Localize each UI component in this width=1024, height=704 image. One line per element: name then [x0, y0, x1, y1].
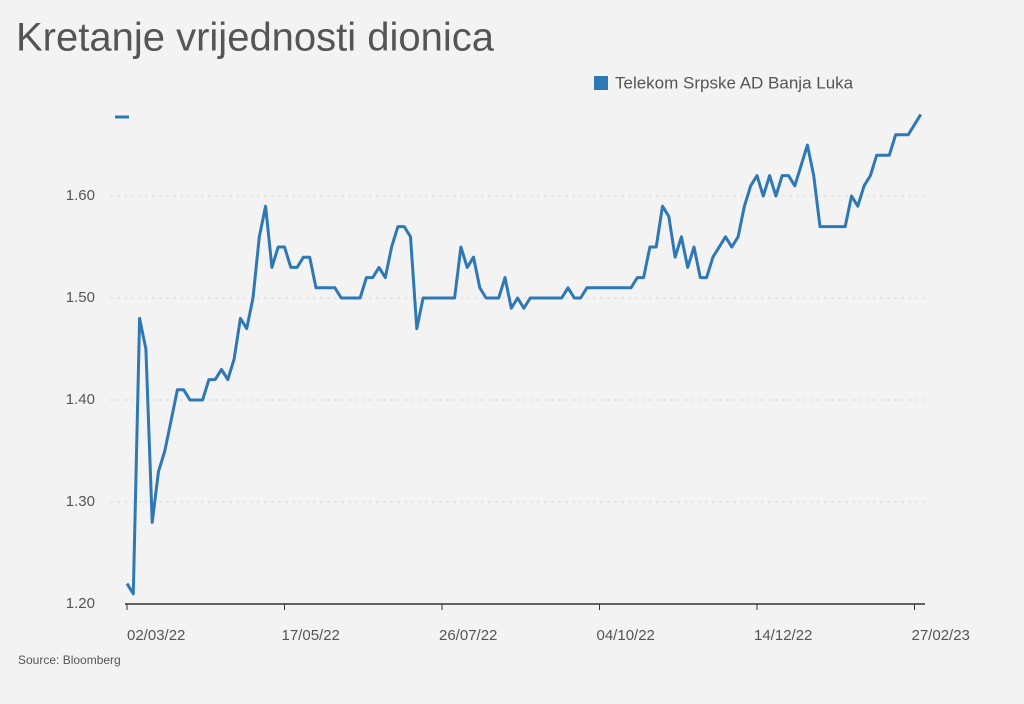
x-tick-label: 27/02/23: [912, 627, 970, 644]
y-tick-label: 1.30: [66, 493, 95, 510]
x-tick-label: 17/05/22: [282, 627, 340, 644]
y-tick-label: 1.20: [66, 595, 95, 612]
legend-swatch: [594, 76, 608, 90]
line-series: [125, 113, 923, 596]
chart-title: Kretanje vrijednosti dionica: [16, 16, 495, 60]
y-tick-label: 1.50: [66, 289, 95, 306]
legend-label: Telekom Srpske AD Banja Luka: [615, 73, 854, 92]
x-tick-label: 04/10/22: [597, 627, 655, 644]
x-tick-label: 14/12/22: [754, 627, 812, 644]
source: Source: Bloomberg: [18, 653, 121, 667]
x-tick-label: 26/07/22: [439, 627, 497, 644]
y-tick-label: 1.40: [66, 391, 95, 408]
x-tick-label: 02/03/22: [127, 627, 185, 644]
y-tick-label: 1.60: [66, 187, 95, 204]
